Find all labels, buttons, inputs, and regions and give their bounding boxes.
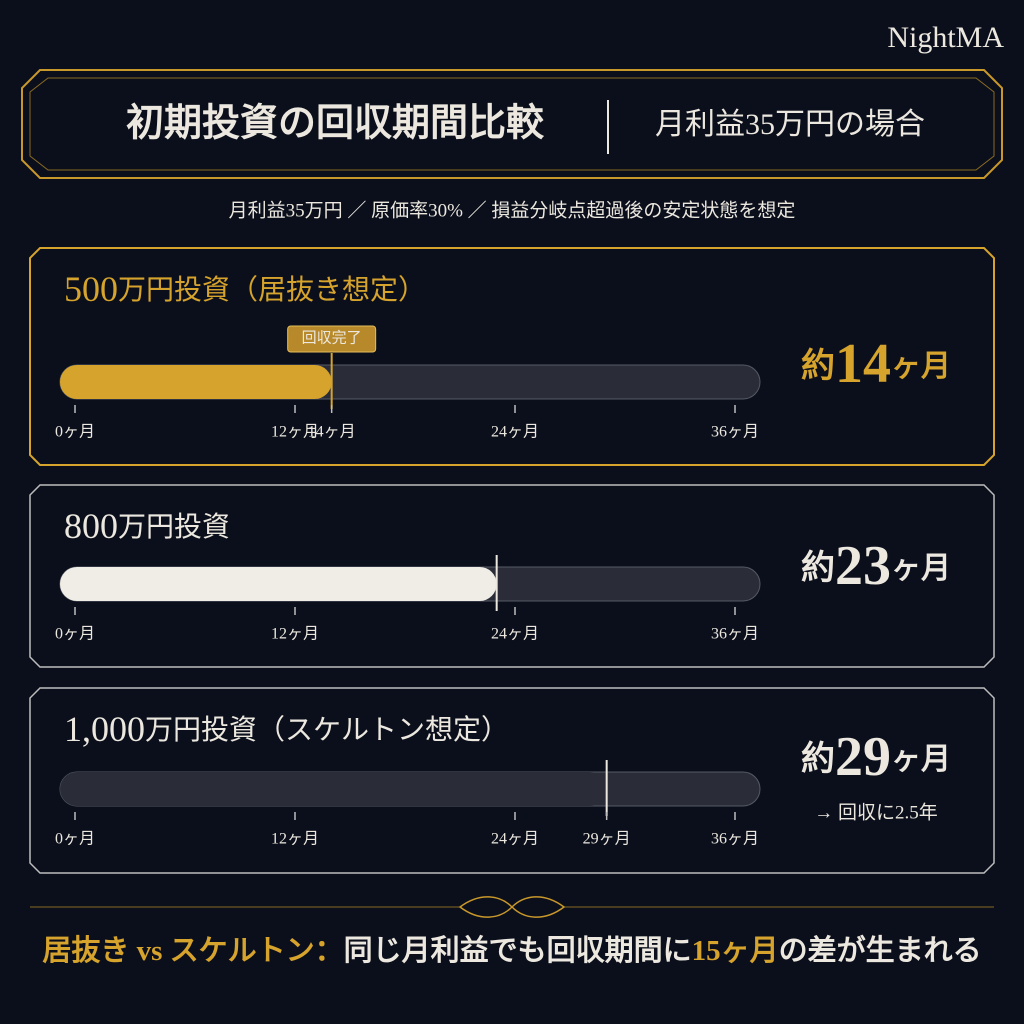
footer-part: 同じ月利益でも回収期間に bbox=[344, 934, 692, 967]
title: 初期投資の回収期間比較 bbox=[126, 103, 545, 145]
result-unit: ヶ月 bbox=[891, 552, 951, 585]
panel-frame bbox=[29, 247, 995, 466]
tick-label: 24ヶ月 bbox=[491, 626, 539, 643]
footer-part: の差が生まれる bbox=[779, 933, 982, 967]
header-frame-inner bbox=[29, 77, 995, 171]
tick-label: 12ヶ月 bbox=[271, 626, 319, 643]
panel-title: 500万円投資（居抜き想定） bbox=[64, 269, 426, 309]
panel-frame bbox=[29, 484, 995, 668]
progress-bar bbox=[60, 772, 607, 806]
ornament bbox=[458, 896, 566, 918]
panel-title: 800万円投資 bbox=[64, 506, 230, 546]
amount: 500 bbox=[64, 269, 118, 309]
result-value: 23 bbox=[835, 535, 891, 597]
tick-label: 12ヶ月 bbox=[271, 424, 319, 441]
result-prefix: 約 bbox=[801, 347, 835, 385]
tick-label: 0ヶ月 bbox=[55, 626, 95, 643]
tick-label: 36ヶ月 bbox=[711, 626, 759, 643]
result-prefix: 約 bbox=[801, 740, 835, 778]
result: 約29ヶ月 bbox=[801, 726, 951, 788]
panel-title: 1,000万円投資（スケルトン想定） bbox=[64, 709, 509, 749]
footer-part: 居抜き vs スケルトン： bbox=[42, 934, 343, 967]
progress-bar bbox=[60, 365, 332, 399]
tick-label: 36ヶ月 bbox=[711, 831, 759, 848]
subtitle: 月利益35万円の場合 bbox=[655, 108, 925, 141]
brand: NightMA bbox=[887, 21, 1004, 54]
result: 約14ヶ月 bbox=[801, 333, 951, 395]
tick-label: 24ヶ月 bbox=[491, 424, 539, 441]
title-text: 万円投資（スケルトン想定） bbox=[145, 714, 509, 746]
footer-part: 15ヶ月 bbox=[692, 935, 779, 967]
amount: 1,000 bbox=[64, 709, 145, 749]
footer: 居抜き vs スケルトン：同じ月利益でも回収期間に15ヶ月の差が生まれる bbox=[42, 933, 981, 967]
tick-label: 36ヶ月 bbox=[711, 424, 759, 441]
assumptions: 月利益35万円 ／ 原価率30% ／ 損益分岐点超過後の安定状態を想定 bbox=[229, 199, 796, 221]
tick-label: 0ヶ月 bbox=[55, 424, 95, 441]
tick-label: 12ヶ月 bbox=[271, 831, 319, 848]
result-value: 14 bbox=[835, 333, 891, 395]
header-frame bbox=[21, 69, 1003, 179]
result-unit: ヶ月 bbox=[891, 350, 951, 383]
panel-frame bbox=[29, 687, 995, 874]
result: 約23ヶ月 bbox=[801, 535, 951, 597]
amount: 800 bbox=[64, 506, 118, 546]
badge bbox=[287, 325, 377, 353]
badge-label: 回収完了 bbox=[302, 329, 362, 346]
title-text: 万円投資 bbox=[118, 511, 230, 543]
title-text: 万円投資（居抜き想定） bbox=[118, 274, 426, 306]
result-value: 29 bbox=[835, 726, 891, 788]
tick-label: 24ヶ月 bbox=[491, 831, 539, 848]
tick-label: 14ヶ月 bbox=[308, 424, 356, 441]
note: → 回収に2.5年 bbox=[814, 801, 938, 823]
result-unit: ヶ月 bbox=[891, 743, 951, 776]
tick-label: 0ヶ月 bbox=[55, 831, 95, 848]
progress-bar bbox=[60, 567, 497, 601]
result-prefix: 約 bbox=[801, 549, 835, 587]
tick-label: 29ヶ月 bbox=[583, 831, 631, 848]
